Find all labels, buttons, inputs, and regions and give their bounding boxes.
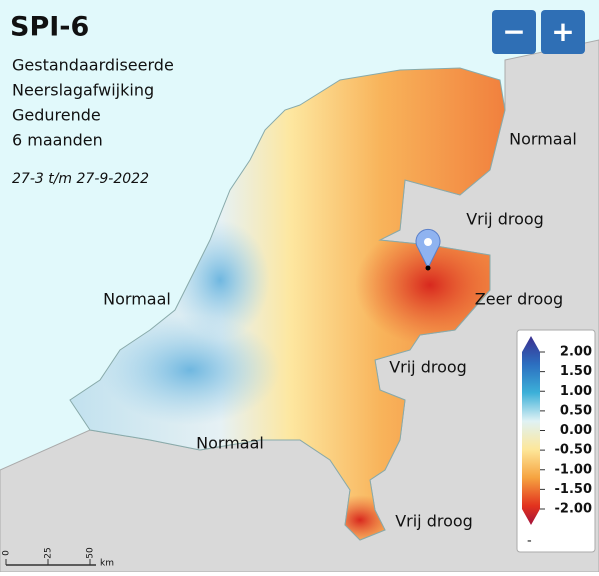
region-label: Vrij droog [466, 210, 544, 229]
zoom-out-label: − [502, 15, 525, 48]
legend-tick-label: -2.00 [555, 502, 592, 517]
region-label: Vrij droog [389, 358, 467, 377]
scale-tick-label: 25 [44, 547, 54, 558]
region-label: Normaal [509, 130, 577, 149]
scale-bar: 0 25 50 km [2, 547, 114, 568]
scale-tick-label: 0 [2, 550, 12, 556]
zoom-in-button[interactable] [541, 10, 585, 54]
period: 27-3 t/m 27-9-2022 [12, 171, 149, 187]
legend: - 2.00 1.50 1.00 0.50 0.00 -0.50 -1.00 -1.50 -2.… [516, 329, 596, 553]
zoom-in-label: + [551, 15, 574, 48]
legend-tick-label: 0.50 [560, 403, 592, 418]
no-data-label: - [527, 534, 532, 549]
subtitle-line: Gestandaardiseerde [12, 56, 174, 75]
legend-tick-label: 1.50 [560, 364, 592, 379]
location-pin[interactable] [415, 228, 441, 271]
legend-tick-label: 1.00 [560, 384, 592, 399]
scale-unit: km [100, 559, 114, 569]
legend-tick-label: -1.00 [555, 462, 592, 477]
legend-tick-label: 2.00 [560, 345, 592, 360]
subtitle-line: 6 maanden [12, 131, 103, 150]
zoom-controls: − + [492, 10, 585, 54]
region-label: Normaal [103, 290, 171, 309]
region-label: Vrij droog [395, 512, 473, 531]
color-bar [522, 336, 540, 525]
title: SPI-6 [10, 12, 89, 43]
zoom-out-button[interactable] [492, 10, 536, 54]
legend-tick-label: -0.50 [555, 443, 592, 458]
subtitle-line: Neerslagafwijking [12, 81, 154, 100]
region-label: Zeer droog [475, 290, 563, 309]
legend-tick-label: -1.50 [555, 482, 592, 497]
scale-tick-label: 50 [86, 547, 96, 559]
legend-tick-label: 0.00 [560, 423, 592, 438]
region-label: Normaal [196, 434, 264, 453]
subtitle-line: Gedurende [12, 106, 101, 125]
